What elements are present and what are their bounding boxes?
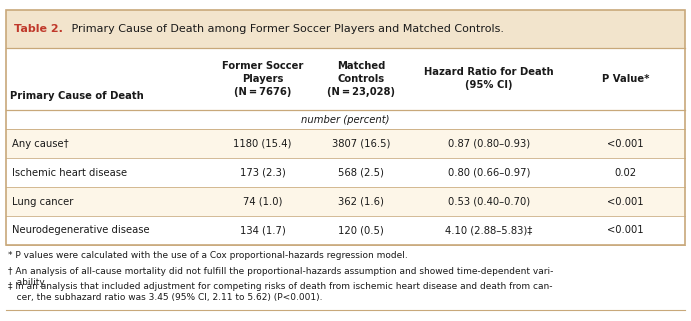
Bar — [6, 187, 685, 216]
Text: 3807 (16.5): 3807 (16.5) — [332, 139, 390, 149]
Text: P Value*: P Value* — [602, 74, 649, 84]
Text: 0.02: 0.02 — [614, 168, 636, 178]
Text: * P values were calculated with the use of a Cox proportional-hazards regression: * P values were calculated with the use … — [8, 251, 408, 260]
Text: Any cause†: Any cause† — [12, 139, 69, 149]
Text: 173 (2.3): 173 (2.3) — [240, 168, 285, 178]
Text: Lung cancer: Lung cancer — [12, 196, 74, 207]
Text: 568 (2.5): 568 (2.5) — [338, 168, 384, 178]
Text: Table 2.: Table 2. — [14, 23, 63, 34]
Bar — [6, 216, 685, 245]
Text: Matched
Controls
(N = 23,028): Matched Controls (N = 23,028) — [327, 61, 395, 97]
Text: 1180 (15.4): 1180 (15.4) — [234, 139, 292, 149]
Text: number (percent): number (percent) — [301, 115, 390, 125]
Text: 0.80 (0.66–0.97): 0.80 (0.66–0.97) — [448, 168, 530, 178]
Text: ‡ In an analysis that included adjustment for competing risks of death from isch: ‡ In an analysis that included adjustmen… — [8, 282, 552, 302]
Text: 120 (0.5): 120 (0.5) — [338, 225, 384, 236]
Text: Primary Cause of Death among Former Soccer Players and Matched Controls.: Primary Cause of Death among Former Socc… — [68, 23, 504, 34]
Text: Neurodegenerative disease: Neurodegenerative disease — [12, 225, 150, 236]
Bar — [6, 48, 685, 245]
Text: <0.001: <0.001 — [607, 225, 644, 236]
Bar — [6, 129, 685, 158]
Text: Primary Cause of Death: Primary Cause of Death — [10, 91, 144, 101]
Text: 0.87 (0.80–0.93): 0.87 (0.80–0.93) — [448, 139, 530, 149]
Text: 74 (1.0): 74 (1.0) — [243, 196, 282, 207]
Text: <0.001: <0.001 — [607, 139, 644, 149]
Text: 362 (1.6): 362 (1.6) — [338, 196, 384, 207]
Bar — [6, 158, 685, 187]
Text: 4.10 (2.88–5.83)‡: 4.10 (2.88–5.83)‡ — [445, 225, 533, 236]
Text: Hazard Ratio for Death
(95% CI): Hazard Ratio for Death (95% CI) — [424, 67, 553, 90]
Text: Ischemic heart disease: Ischemic heart disease — [12, 168, 128, 178]
Text: <0.001: <0.001 — [607, 196, 644, 207]
Text: † An analysis of all-cause mortality did not fulfill the proportional-hazards as: † An analysis of all-cause mortality did… — [8, 267, 553, 287]
Text: 134 (1.7): 134 (1.7) — [240, 225, 285, 236]
Text: 0.53 (0.40–0.70): 0.53 (0.40–0.70) — [448, 196, 530, 207]
Bar — [6, 10, 685, 245]
Bar — [6, 10, 685, 48]
Text: Former Soccer
Players
(N = 7676): Former Soccer Players (N = 7676) — [222, 61, 303, 97]
